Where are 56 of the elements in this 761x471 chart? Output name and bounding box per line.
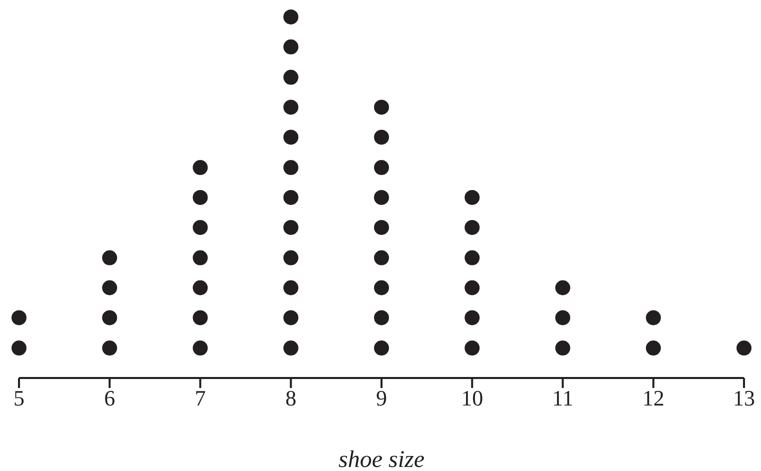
x-tick-label: 9 <box>376 386 387 411</box>
x-tick-label: 8 <box>285 386 296 411</box>
point <box>374 310 389 326</box>
point <box>464 310 480 326</box>
x-tick-label: 12 <box>642 386 664 411</box>
point <box>283 130 298 145</box>
point <box>374 250 389 266</box>
point <box>283 70 298 85</box>
point <box>192 280 208 296</box>
x-tick-label: 5 <box>14 386 24 411</box>
point <box>283 340 298 356</box>
point <box>283 39 298 54</box>
point <box>374 340 389 356</box>
point <box>283 280 298 296</box>
point <box>555 280 570 296</box>
point <box>374 220 389 235</box>
point <box>283 9 298 24</box>
point <box>464 190 480 205</box>
x-tick-label: 7 <box>194 386 206 411</box>
point <box>464 250 480 266</box>
point <box>646 310 661 326</box>
point <box>283 160 298 176</box>
x-tick-label: 13 <box>733 386 755 411</box>
point <box>12 310 26 326</box>
point <box>374 160 389 176</box>
point <box>102 310 118 326</box>
point <box>102 340 118 356</box>
point <box>374 280 389 296</box>
point <box>646 340 661 356</box>
x-axis-title: shoe size <box>338 447 425 471</box>
point <box>374 190 389 205</box>
point <box>102 280 118 296</box>
point <box>192 190 208 205</box>
point <box>555 340 570 356</box>
point <box>283 190 298 205</box>
point <box>192 340 208 356</box>
point <box>192 160 208 176</box>
x-tick-label: 11 <box>552 386 574 411</box>
point <box>464 340 480 356</box>
point <box>12 340 26 356</box>
point <box>464 280 480 296</box>
point <box>464 220 480 235</box>
point <box>283 250 298 266</box>
point <box>192 310 208 326</box>
point <box>736 340 752 356</box>
point <box>283 100 298 115</box>
point <box>192 220 208 235</box>
point <box>283 310 298 326</box>
point <box>192 250 208 266</box>
point <box>374 100 389 115</box>
point <box>374 130 389 145</box>
x-tick-label: 10 <box>461 386 484 411</box>
point <box>102 250 118 266</box>
x-tick-label: 6 <box>104 386 116 411</box>
point <box>555 310 570 326</box>
point <box>283 220 298 235</box>
